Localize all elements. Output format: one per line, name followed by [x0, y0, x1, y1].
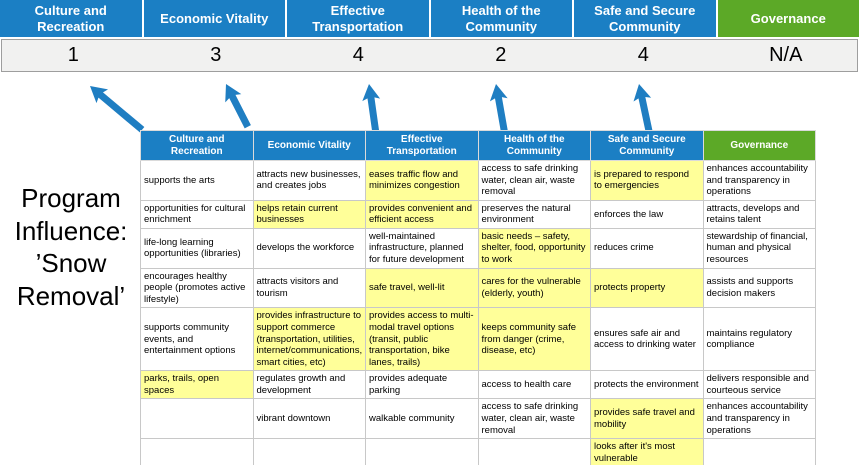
matrix-cell: vibrant downtown — [252, 398, 366, 440]
matrix-cell: provides access to multi-modal travel op… — [365, 307, 479, 372]
matrix-cell: looks after it's most vulnerable — [590, 438, 704, 465]
matrix-cell: eases traffic flow and minimizes congest… — [365, 160, 479, 201]
matrix-cell: helps retain current businesses — [252, 199, 366, 229]
page-title: Program Influence: ’Snow Removal’ — [14, 183, 128, 311]
matrix-header-effective-transportation: Effective Transportation — [365, 130, 479, 161]
score-culture-and-recreation: 1 — [67, 44, 79, 66]
matrix-cell: access to safe drinking water, clean air… — [477, 160, 591, 201]
matrix-cell: access to health care — [477, 370, 591, 400]
scoreboard-header-governance: Governance — [717, 0, 859, 37]
score-effective-transportation: 4 — [352, 44, 364, 66]
matrix-cell — [702, 438, 816, 465]
matrix-row: vibrant downtown walkable community access… — [140, 398, 816, 440]
matrix-cell: regulates growth and development — [252, 370, 366, 400]
matrix-cell: protects the environment — [590, 370, 704, 400]
matrix-cell: parks, trails, open spaces — [140, 370, 254, 400]
matrix-cell: walkable community — [365, 398, 479, 440]
matrix-cell: ensures safe air and access to drinking … — [590, 307, 704, 372]
matrix-cell: cares for the vulnerable (elderly, youth… — [477, 267, 591, 309]
matrix-cell: basic needs – safety, shelter, food, opp… — [477, 227, 591, 269]
matrix-cell: supports community events, and entertain… — [140, 307, 254, 372]
matrix-cell: assists and supports decision makers — [702, 267, 816, 309]
matrix-cell: attracts visitors and tourism — [252, 267, 366, 309]
matrix-header-safe-and-secure-community: Safe and Secure Community — [590, 130, 704, 161]
matrix-cell: attracts, develops and retains talent — [702, 199, 816, 229]
scoreboard-header-effective-transportation: Effective Transportation — [287, 0, 429, 37]
influence-arrows — [90, 84, 653, 133]
matrix-cell: provides infrastructure to support comme… — [252, 307, 366, 372]
matrix-cell: develops the workforce — [252, 227, 366, 269]
matrix-cell: protects property — [590, 267, 704, 309]
scoreboard-header-economic-vitality: Economic Vitality — [143, 0, 285, 37]
matrix-row: supports the arts attracts new businesses… — [140, 160, 816, 201]
matrix-row: parks, trails, open spaces regulates grow… — [140, 370, 816, 400]
matrix-cell: delivers responsible and courteous servi… — [702, 370, 816, 400]
matrix-cell: well-maintained infrastructure, planned … — [365, 227, 479, 269]
matrix-header-row: Culture and Recreation Economic Vitality E… — [140, 130, 816, 161]
matrix-row: looks after it's most vulnerable — [140, 438, 816, 465]
matrix-cell: attracts new businesses, and creates job… — [252, 160, 366, 201]
matrix-header-culture-and-recreation: Culture and Recreation — [140, 130, 254, 161]
scoreboard-header-health-of-the-community: Health of the Community — [430, 0, 572, 37]
matrix-header-economic-vitality: Economic Vitality — [252, 130, 366, 161]
matrix-cell: life-long learning opportunities (librar… — [140, 227, 254, 269]
matrix-cell: opportunities for cultural enrichment — [140, 199, 254, 229]
matrix-header-governance: Governance — [702, 130, 816, 161]
arrow-up-icon — [90, 86, 145, 133]
matrix-cell: supports the arts — [140, 160, 254, 201]
score-economic-vitality: 3 — [210, 44, 222, 66]
matrix-cell: encourages healthy people (promotes acti… — [140, 267, 254, 309]
matrix-row: life-long learning opportunities (librar… — [140, 227, 816, 269]
arrow-up-icon — [489, 84, 508, 132]
matrix-header-health-of-the-community: Health of the Community — [477, 130, 591, 161]
matrix-cell: is prepared to respond to emergencies — [590, 160, 704, 201]
scoreboard-header-row: Culture and Recreation Economic Vitality E… — [0, 0, 859, 37]
matrix-cell: access to safe drinking water, clean air… — [477, 398, 591, 440]
matrix-cell: safe travel, well-lit — [365, 267, 479, 309]
arrow-up-icon — [225, 84, 251, 129]
scoreboard-header-safe-and-secure-community: Safe and Secure Community — [574, 0, 716, 37]
matrix-cell: provides adequate parking — [365, 370, 479, 400]
matrix-cell: provides safe travel and mobility — [590, 398, 704, 440]
matrix-cell: stewardship of financial, human and phys… — [702, 227, 816, 269]
score-health-of-the-community: 2 — [495, 44, 507, 66]
matrix-cell: reduces crime — [590, 227, 704, 269]
score-safe-and-secure-community: 4 — [637, 44, 649, 66]
matrix-cell — [252, 438, 366, 465]
matrix-cell — [140, 398, 254, 440]
matrix-cell — [140, 438, 254, 465]
matrix-cell — [365, 438, 479, 465]
matrix-cell — [477, 438, 591, 465]
scoreboard-header-culture-and-recreation: Culture and Recreation — [0, 0, 142, 37]
matrix-row: opportunities for cultural enrichment hel… — [140, 199, 816, 229]
matrix-row: supports community events, and entertain… — [140, 307, 816, 372]
matrix-cell: enhances accountability and transparency… — [702, 160, 816, 201]
matrix-cell: enhances accountability and transparency… — [702, 398, 816, 440]
matrix-cell: preserves the natural environment — [477, 199, 591, 229]
score-governance: N/A — [769, 44, 803, 66]
matrix-cell: enforces the law — [590, 199, 704, 229]
matrix-cell: provides convenient and efficient access — [365, 199, 479, 229]
matrix-row: encourages healthy people (promotes acti… — [140, 267, 816, 309]
matrix-cell: keeps community safe from danger (crime,… — [477, 307, 591, 372]
matrix-cell: maintains regulatory compliance — [702, 307, 816, 372]
influence-matrix: Culture and Recreation Economic Vitality E… — [140, 130, 816, 465]
arrow-up-icon — [362, 84, 381, 133]
arrow-up-icon — [633, 84, 653, 132]
matrix-body: supports the arts attracts new businesses… — [140, 160, 816, 465]
scoreboard-score-row: 1 3 4 2 4 N/A — [1, 39, 858, 72]
